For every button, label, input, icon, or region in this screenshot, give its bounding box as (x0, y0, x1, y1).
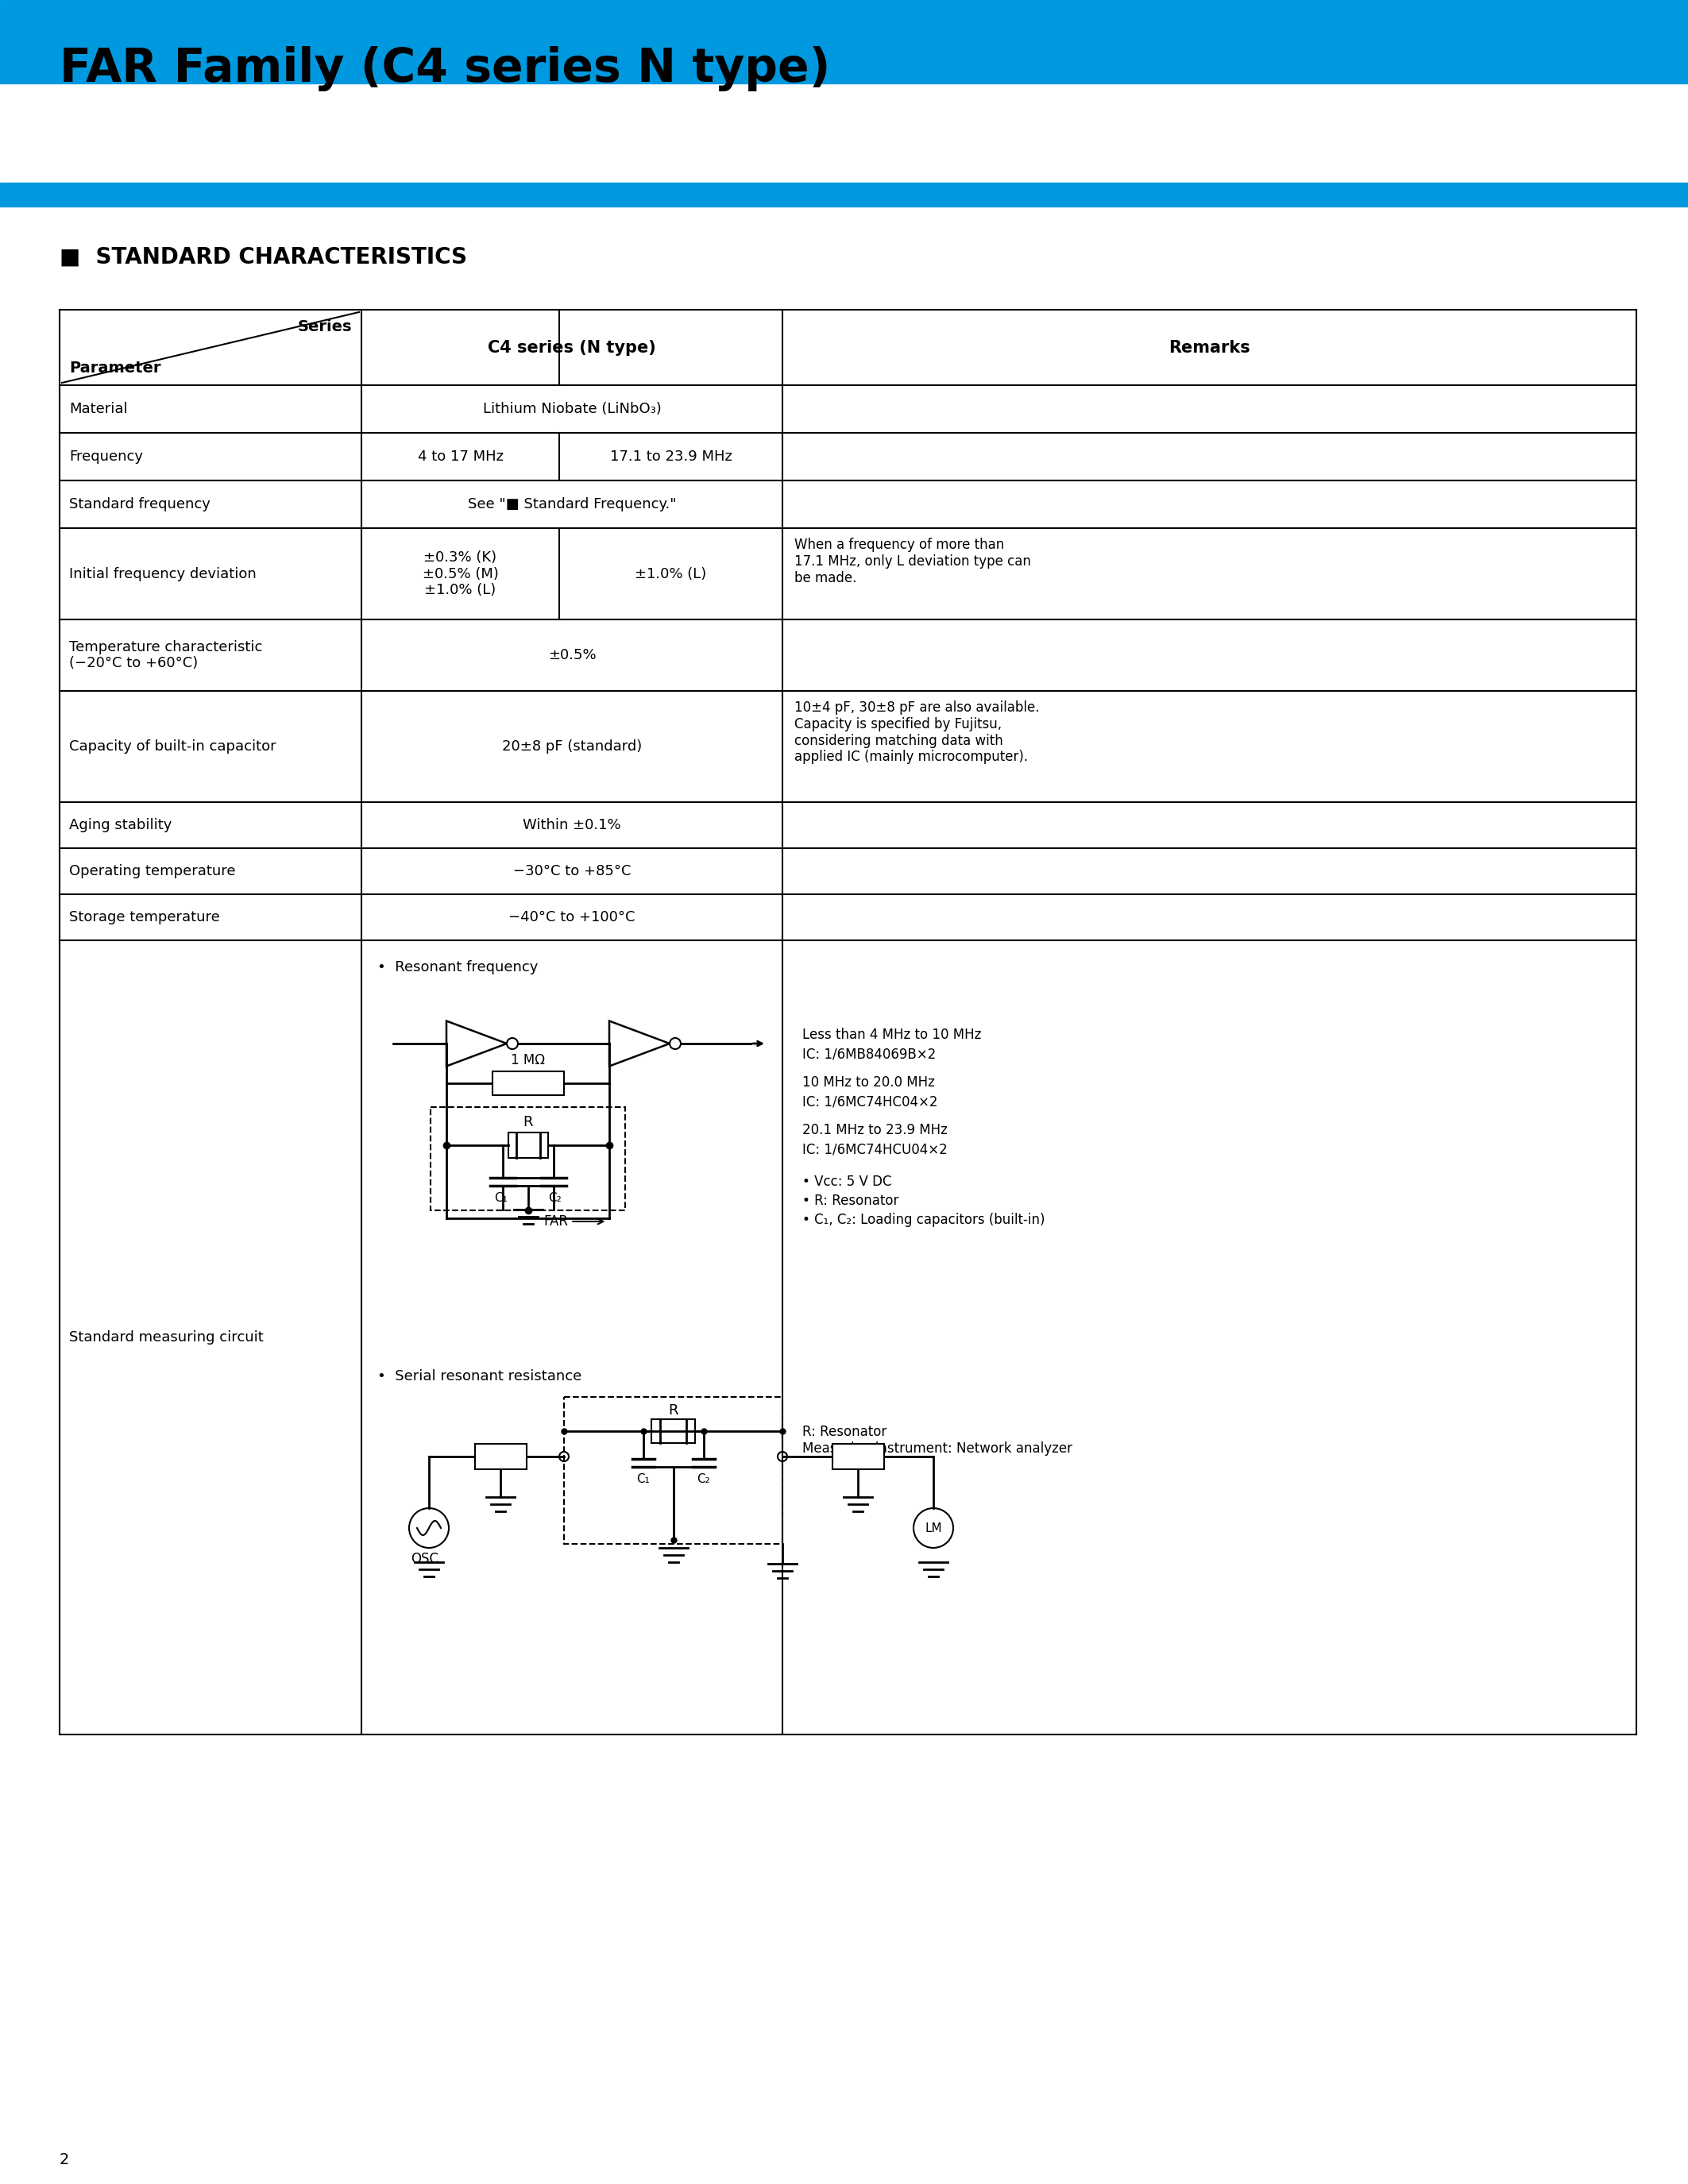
Text: C4 series (N type): C4 series (N type) (488, 339, 657, 356)
Bar (564, 1398, 783, 1544)
Text: Frequency: Frequency (69, 450, 143, 463)
Text: •  Resonant frequency: • Resonant frequency (378, 961, 538, 974)
Text: C₂: C₂ (697, 1474, 711, 1485)
Text: FAR Family (C4 series N type): FAR Family (C4 series N type) (59, 46, 830, 92)
Text: • C₁, C₂: Loading capacitors (built-in): • C₁, C₂: Loading capacitors (built-in) (802, 1212, 1045, 1227)
Text: OSC: OSC (412, 1553, 439, 1566)
Text: Parameter: Parameter (69, 360, 160, 376)
Text: 75 Ω: 75 Ω (484, 1450, 517, 1463)
Text: 20.1 MHz to 23.9 MHz: 20.1 MHz to 23.9 MHz (802, 1123, 947, 1138)
Text: R: R (668, 1404, 679, 1417)
Text: C₂: C₂ (549, 1192, 562, 1203)
Text: FAR: FAR (544, 1214, 603, 1230)
Text: C₁: C₁ (495, 1192, 508, 1203)
Text: Less than 4 MHz to 10 MHz: Less than 4 MHz to 10 MHz (802, 1029, 981, 1042)
Text: Aging stability: Aging stability (69, 819, 172, 832)
Text: •  Serial resonant resistance: • Serial resonant resistance (378, 1369, 582, 1382)
Text: 10 MHz to 20.0 MHz: 10 MHz to 20.0 MHz (802, 1075, 935, 1090)
Text: Capacity of built-in capacitor: Capacity of built-in capacitor (69, 740, 277, 753)
Bar (0, 183, 1688, 207)
Text: 4 to 17 MHz: 4 to 17 MHz (417, 450, 503, 463)
Text: Standard measuring circuit: Standard measuring circuit (69, 1330, 263, 1345)
Text: Operating temperature: Operating temperature (69, 865, 236, 878)
Text: R: R (523, 1116, 533, 1129)
Text: ±0.3% (K)
±0.5% (M)
±1.0% (L): ±0.3% (K) ±0.5% (M) ±1.0% (L) (422, 550, 498, 598)
Text: IC: 1/6MC74HC04×2: IC: 1/6MC74HC04×2 (802, 1094, 939, 1109)
Text: −30°C to +85°C: −30°C to +85°C (513, 865, 631, 878)
Text: Remarks: Remarks (1168, 339, 1251, 356)
Text: R: Resonator
Measuring instrument: Network analyzer: R: Resonator Measuring instrument: Netwo… (802, 1424, 1072, 1455)
Bar (430, 1107, 625, 1210)
Bar (0, 0, 1688, 83)
Text: IC: 1/6MC74HCU04×2: IC: 1/6MC74HCU04×2 (802, 1142, 947, 1155)
Bar (652, 1420, 695, 1444)
Text: IC: 1/6MB84069B×2: IC: 1/6MB84069B×2 (802, 1046, 935, 1061)
Text: Lithium Niobate (LiNbO₃): Lithium Niobate (LiNbO₃) (483, 402, 662, 417)
Text: Standard frequency: Standard frequency (69, 498, 211, 511)
Text: ±1.0% (L): ±1.0% (L) (635, 566, 707, 581)
Text: 20±8 pF (standard): 20±8 pF (standard) (501, 740, 641, 753)
Text: Storage temperature: Storage temperature (69, 911, 219, 924)
Text: See "■ Standard Frequency.": See "■ Standard Frequency." (468, 498, 677, 511)
Text: 1 MΩ: 1 MΩ (511, 1053, 545, 1068)
Text: C₁: C₁ (636, 1474, 650, 1485)
Text: 17.1 to 23.9 MHz: 17.1 to 23.9 MHz (609, 450, 733, 463)
Text: 75 Ω: 75 Ω (842, 1450, 873, 1463)
Text: Within ±0.1%: Within ±0.1% (523, 819, 621, 832)
Text: Temperature characteristic
(−20°C to +60°C): Temperature characteristic (−20°C to +60… (69, 640, 262, 670)
Text: Series: Series (297, 319, 351, 334)
Bar (508, 1133, 547, 1158)
Bar (474, 1444, 527, 1470)
Text: ■  STANDARD CHARACTERISTICS: ■ STANDARD CHARACTERISTICS (59, 247, 468, 269)
Text: • Vcc: 5 V DC: • Vcc: 5 V DC (802, 1175, 891, 1188)
Text: −40°C to +100°C: −40°C to +100°C (508, 911, 635, 924)
Text: 10±4 pF, 30±8 pF are also available.
Capacity is specified by Fujitsu,
consideri: 10±4 pF, 30±8 pF are also available. Cap… (795, 701, 1040, 764)
Bar (832, 1444, 885, 1470)
Text: Material: Material (69, 402, 128, 417)
Text: Initial frequency deviation: Initial frequency deviation (69, 566, 257, 581)
Text: LM: LM (925, 1522, 942, 1533)
Bar (493, 1072, 564, 1094)
Text: 2: 2 (59, 2151, 69, 2167)
Text: When a frequency of more than
17.1 MHz, only L deviation type can
be made.: When a frequency of more than 17.1 MHz, … (795, 537, 1031, 585)
Text: • R: Resonator: • R: Resonator (802, 1195, 898, 1208)
Text: ±0.5%: ±0.5% (549, 649, 596, 662)
